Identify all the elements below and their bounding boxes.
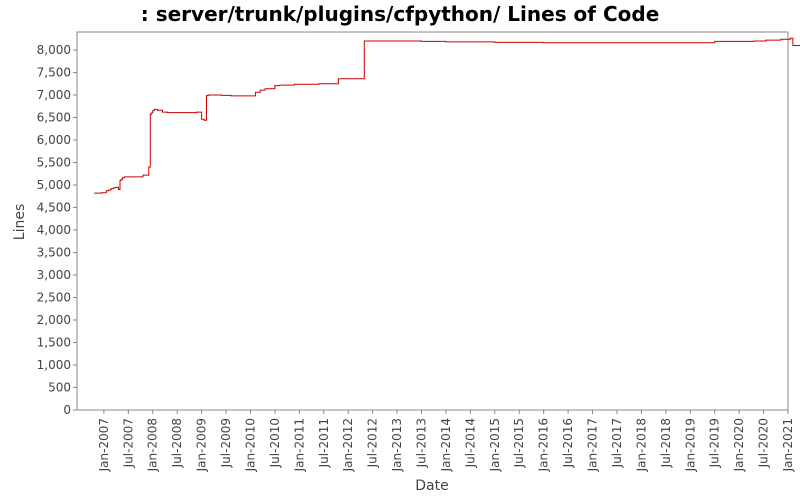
y-tick-label: 5,500: [37, 156, 71, 170]
x-tick-label: Jul-2009: [219, 418, 233, 468]
y-tick-label: 500: [48, 381, 71, 395]
x-axis-label: Date: [415, 478, 448, 494]
x-tick-label: Jan-2014: [439, 418, 453, 472]
series-layer: [94, 37, 800, 194]
y-tick-label: 4,500: [37, 201, 71, 215]
y-tick-label: 7,500: [37, 66, 71, 80]
y-tick-label: 4,000: [37, 223, 71, 237]
x-tick-label: Jan-2009: [195, 418, 209, 472]
x-tick-label: Jul-2012: [366, 418, 380, 468]
x-tick-label: Jul-2007: [121, 418, 135, 468]
x-tick-label: Jul-2020: [757, 418, 771, 468]
x-tick-label: Jul-2013: [415, 418, 429, 468]
x-tick-label: Jan-2011: [292, 418, 306, 472]
x-tick-label: Jan-2017: [586, 418, 600, 472]
x-tick-label: Jul-2008: [170, 418, 184, 468]
y-tick-label: 3,000: [37, 268, 71, 282]
x-tick-label: Jan-2012: [341, 418, 355, 472]
series-line: [94, 37, 800, 194]
x-tick-label: Jul-2014: [463, 418, 477, 468]
y-tick-label: 1,500: [37, 336, 71, 350]
y-tick-label: 2,000: [37, 313, 71, 327]
x-tick-label: Jan-2008: [146, 418, 160, 472]
x-tick-label: Jan-2021: [781, 418, 795, 472]
x-tick-label: Jul-2019: [708, 418, 722, 468]
y-tick-label: 1,000: [37, 358, 71, 372]
x-tick-label: Jul-2018: [659, 418, 673, 468]
y-tick-label: 6,500: [37, 111, 71, 125]
x-axis: Jan-2007 Jul-2007 Jan-2008 Jul-2008 Jan-2009…: [97, 410, 795, 472]
x-tick-label: Jul-2015: [512, 418, 526, 468]
x-tick-label: Jan-2016: [537, 418, 551, 472]
x-tick-label: Jul-2016: [561, 418, 575, 468]
x-tick-label: Jan-2019: [683, 418, 697, 472]
y-tick-label: 5,000: [37, 178, 71, 192]
x-tick-label: Jan-2015: [488, 418, 502, 472]
y-tick-label: 0: [63, 403, 71, 417]
y-axis: 0 500 1,000 1,500 2,000 2,500 3,000 3,500 4,000 4…: [37, 43, 77, 417]
y-tick-label: 3,500: [37, 246, 71, 260]
x-tick-label: Jan-2007: [97, 418, 111, 472]
x-tick-label: Jan-2018: [634, 418, 648, 472]
y-tick-label: 8,000: [37, 43, 71, 57]
x-tick-label: Jul-2010: [268, 418, 282, 468]
x-tick-label: Jan-2010: [243, 418, 257, 472]
x-tick-label: Jan-2013: [390, 418, 404, 472]
x-tick-label: Jan-2020: [732, 418, 746, 472]
y-tick-label: 6,000: [37, 133, 71, 147]
y-tick-label: 7,000: [37, 88, 71, 102]
chart-title: : server/trunk/plugins/cfpython/ Lines o…: [141, 2, 660, 26]
x-tick-label: Jul-2017: [610, 418, 624, 468]
y-axis-label: Lines: [12, 204, 28, 240]
y-tick-label: 2,500: [37, 291, 71, 305]
x-tick-label: Jul-2011: [317, 418, 331, 468]
plot-area: [76, 31, 789, 411]
